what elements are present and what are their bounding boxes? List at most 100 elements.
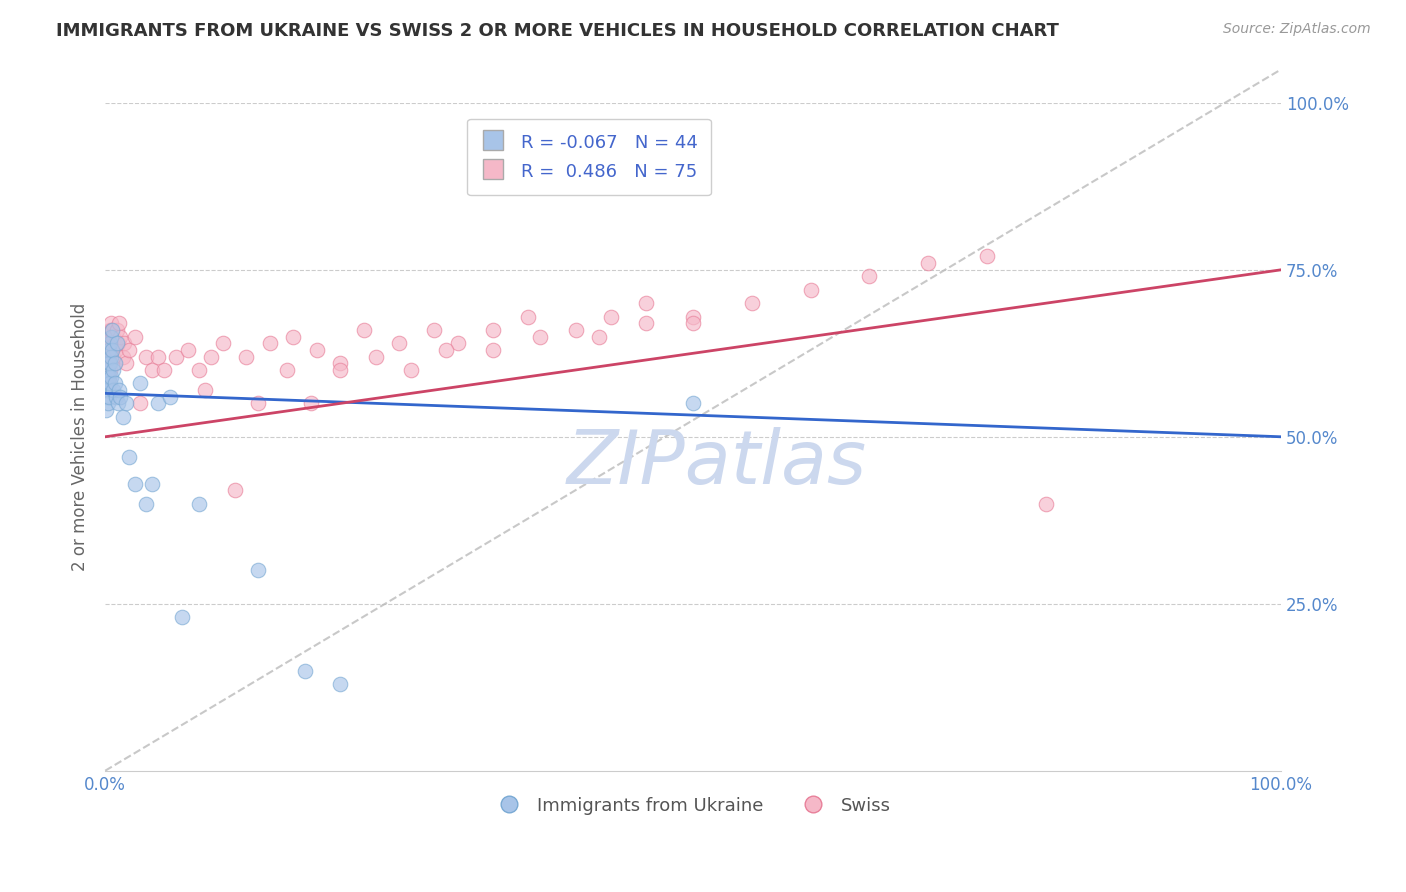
Point [98, 356, 121, 370]
Point [159, 390, 181, 404]
Point [97, 363, 120, 377]
Point [98, 336, 121, 351]
Point [100, 350, 122, 364]
Point [96, 383, 118, 397]
Point [858, 269, 880, 284]
Point [103, 350, 125, 364]
Point [96, 376, 118, 391]
Point [108, 316, 131, 330]
Point [97, 356, 120, 370]
Point [135, 350, 157, 364]
Point [104, 376, 127, 391]
Point [104, 390, 127, 404]
Point [112, 336, 135, 351]
Point [108, 383, 131, 397]
Point [104, 356, 127, 370]
Point [800, 283, 823, 297]
Point [103, 363, 125, 377]
Point [188, 497, 211, 511]
Point [211, 336, 233, 351]
Point [105, 336, 128, 351]
Point [141, 476, 163, 491]
Point [97, 350, 120, 364]
Point [170, 610, 193, 624]
Point [224, 483, 246, 498]
Point [115, 396, 138, 410]
Point [447, 336, 470, 351]
Point [247, 396, 270, 410]
Point [399, 363, 422, 377]
Point [146, 396, 169, 410]
Point [141, 363, 163, 377]
Point [1035, 497, 1057, 511]
Point [259, 336, 281, 351]
Point [434, 343, 457, 357]
Point [97, 369, 120, 384]
Point [97, 329, 120, 343]
Point [353, 323, 375, 337]
Point [98, 376, 121, 391]
Point [364, 350, 387, 364]
Point [100, 336, 122, 351]
Point [96, 383, 118, 397]
Point [98, 363, 121, 377]
Point [96, 343, 118, 357]
Text: ZIPatlas: ZIPatlas [567, 427, 866, 500]
Point [97, 383, 120, 397]
Point [682, 396, 704, 410]
Point [423, 323, 446, 337]
Point [97, 376, 120, 391]
Point [118, 450, 141, 464]
Point [305, 343, 328, 357]
Point [104, 336, 127, 351]
Point [917, 256, 939, 270]
Point [110, 329, 132, 343]
Point [111, 350, 134, 364]
Point [97, 396, 120, 410]
Point [194, 383, 217, 397]
Point [294, 664, 316, 678]
Point [200, 350, 222, 364]
Point [97, 376, 120, 391]
Point [98, 323, 121, 337]
Point [97, 369, 120, 384]
Point [276, 363, 298, 377]
Point [153, 363, 176, 377]
Point [98, 343, 121, 357]
Point [115, 356, 138, 370]
Point [124, 329, 146, 343]
Point [100, 316, 122, 330]
Point [97, 343, 120, 357]
Point [135, 497, 157, 511]
Point [111, 409, 134, 424]
Point [100, 329, 122, 343]
Point [388, 336, 411, 351]
Point [129, 396, 152, 410]
Point [107, 396, 129, 410]
Point [599, 310, 621, 324]
Legend: Immigrants from Ukraine, Swiss: Immigrants from Ukraine, Swiss [488, 789, 898, 822]
Point [529, 329, 551, 343]
Point [482, 343, 505, 357]
Point [329, 356, 352, 370]
Point [96, 363, 118, 377]
Point [517, 310, 540, 324]
Y-axis label: 2 or more Vehicles in Household: 2 or more Vehicles in Household [72, 302, 89, 571]
Point [682, 310, 704, 324]
Point [682, 316, 704, 330]
Point [100, 369, 122, 384]
Point [165, 350, 187, 364]
Point [634, 316, 657, 330]
Text: IMMIGRANTS FROM UKRAINE VS SWISS 2 OR MORE VEHICLES IN HOUSEHOLD CORRELATION CHA: IMMIGRANTS FROM UKRAINE VS SWISS 2 OR MO… [56, 22, 1059, 40]
Text: Source: ZipAtlas.com: Source: ZipAtlas.com [1223, 22, 1371, 37]
Point [101, 323, 124, 337]
Point [329, 363, 352, 377]
Point [104, 343, 127, 357]
Point [146, 350, 169, 364]
Point [124, 476, 146, 491]
Point [588, 329, 610, 343]
Point [110, 390, 132, 404]
Point [564, 323, 586, 337]
Point [235, 350, 257, 364]
Point [97, 336, 120, 351]
